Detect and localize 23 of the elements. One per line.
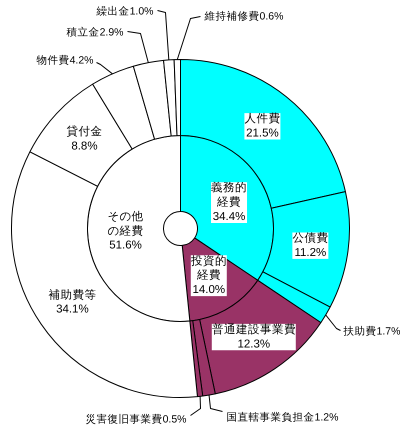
slice-label: その他の経費 [108, 210, 144, 238]
slice-label: 積立金2.9% [66, 26, 124, 38]
slice-label: 災害復旧事業費0.5% [86, 412, 187, 426]
slice-label: 公債費 [292, 232, 328, 245]
slice-label: 普通建設事業費 [212, 322, 296, 336]
slice-label: 維持補修費0.6% [204, 10, 284, 22]
slice-label: 投資的経費 [190, 254, 227, 282]
slice-label: 人件費 [244, 112, 280, 126]
slice-label: 繰出金1.0% [96, 4, 154, 18]
data-label: 8.8% [71, 140, 98, 153]
data-label: 12.3% [237, 338, 270, 350]
data-label: 34.4% [212, 211, 246, 224]
slice-label: 物件費4.2% [36, 54, 94, 66]
data-label: 14.0% [192, 284, 226, 296]
data-label: 51.6% [109, 240, 142, 252]
data-label: 34.1% [56, 304, 89, 316]
slice-label: 扶助費1.7% [342, 324, 400, 338]
slice-label: 補助費等 [48, 288, 96, 302]
data-label: 21.5% [246, 127, 279, 140]
slice-label: 国直轄事業負担金1.2% [226, 410, 338, 424]
slice-label: 義務的経費 [211, 181, 248, 209]
data-label: 11.2% [294, 246, 326, 259]
slice-label: 貸付金 [66, 124, 102, 138]
